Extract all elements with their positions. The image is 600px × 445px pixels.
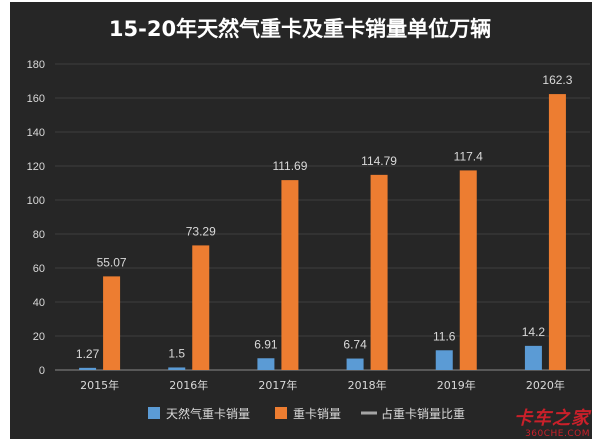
- y-tick-label: 140: [27, 127, 45, 139]
- y-tick-label: 40: [33, 297, 45, 309]
- bar-natural-gas-heavy-truck: [435, 350, 453, 370]
- data-label: 114.79: [361, 154, 397, 168]
- legend-swatch: [148, 407, 160, 419]
- legend-label: 天然气重卡销量: [166, 406, 250, 421]
- x-tick-label: 2020年: [526, 378, 565, 392]
- bar-heavy-truck: [192, 245, 210, 370]
- data-label: 73.29: [186, 224, 216, 238]
- bar-heavy-truck: [548, 94, 566, 370]
- data-label: 162.3: [542, 73, 572, 87]
- data-label: 14.2: [522, 325, 546, 339]
- x-tick-label: 2015年: [80, 378, 119, 392]
- data-label: 111.69: [272, 159, 307, 173]
- data-label: 11.6: [433, 329, 456, 343]
- y-tick-label: 0: [39, 365, 45, 377]
- data-label: 1.5: [168, 346, 185, 360]
- data-label: 55.07: [97, 255, 127, 269]
- legend-swatch: [275, 407, 287, 419]
- data-label: 6.91: [254, 337, 278, 351]
- x-tick-label: 2016年: [169, 378, 208, 392]
- y-tick-label: 80: [33, 229, 45, 241]
- x-tick-label: 2017年: [258, 378, 297, 392]
- bar-natural-gas-heavy-truck: [346, 358, 364, 370]
- y-tick-label: 100: [27, 195, 45, 207]
- data-label: 6.74: [343, 338, 367, 352]
- bar-natural-gas-heavy-truck: [524, 345, 542, 370]
- watermark-main-text: 卡车之家: [514, 408, 590, 429]
- watermark-sub-text: 360CHE.COM: [525, 429, 590, 439]
- y-tick-label: 160: [27, 93, 45, 105]
- legend-label: 占重卡销量比重: [381, 406, 465, 421]
- chart-title: 15-20年天然气重卡及重卡销量单位万辆: [109, 17, 491, 41]
- bar-heavy-truck: [370, 174, 388, 370]
- watermark-logo: 卡车之家 360CHE.COM: [514, 410, 590, 439]
- y-tick-label: 180: [27, 59, 45, 71]
- x-tick-label: 2019年: [437, 378, 476, 392]
- data-label: 1.27: [76, 347, 100, 361]
- bar-natural-gas-heavy-truck: [79, 367, 97, 370]
- bar-natural-gas-heavy-truck: [168, 367, 186, 370]
- x-tick-label: 2018年: [348, 378, 387, 392]
- data-label: 117.4: [454, 149, 483, 163]
- y-tick-label: 60: [33, 263, 45, 275]
- y-tick-label: 20: [33, 331, 45, 343]
- bar-heavy-truck: [103, 276, 121, 370]
- bar-natural-gas-heavy-truck: [257, 358, 275, 370]
- bar-heavy-truck: [281, 180, 299, 370]
- chart-background: [10, 2, 592, 439]
- bar-heavy-truck: [459, 170, 477, 370]
- y-tick-label: 120: [27, 161, 45, 173]
- legend-label: 重卡销量: [293, 407, 341, 421]
